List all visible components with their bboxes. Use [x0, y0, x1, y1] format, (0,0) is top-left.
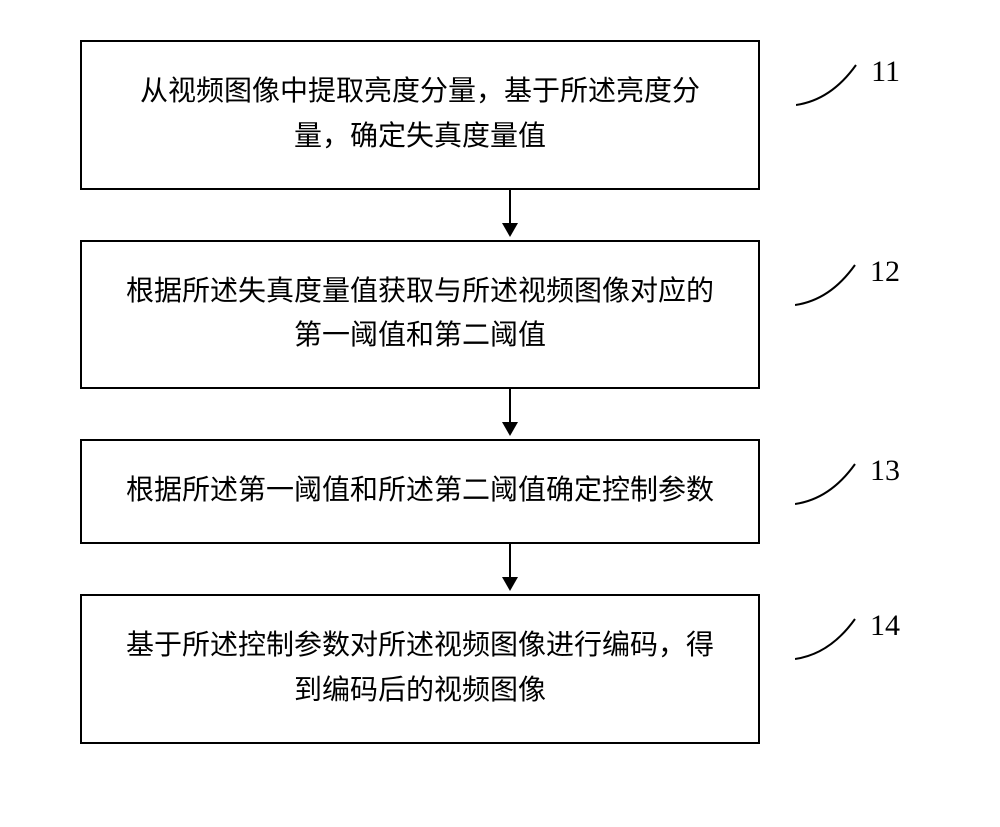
label-curve-2	[795, 260, 865, 310]
label-container-2: 12	[795, 260, 900, 310]
step-label-4: 14	[870, 609, 900, 643]
step-row-3: 根据所述第一阈值和所述第二阈值确定控制参数 13	[60, 439, 940, 544]
label-curve-1	[796, 60, 866, 110]
arrow-head-2	[502, 422, 518, 436]
arrow-2	[150, 389, 870, 439]
step-label-3: 13	[870, 454, 900, 488]
step-box-2: 根据所述失真度量值获取与所述视频图像对应的第一阈值和第二阈值	[80, 240, 760, 390]
label-curve-3	[795, 459, 865, 509]
arrow-head-1	[502, 223, 518, 237]
step-text-2: 根据所述失真度量值获取与所述视频图像对应的第一阈值和第二阈值	[126, 276, 714, 352]
arrow-1	[150, 190, 870, 240]
flowchart-container: 从视频图像中提取亮度分量，基于所述亮度分量，确定失真度量值 11 根据所述失真度…	[60, 40, 940, 744]
arrow-line-1	[509, 190, 511, 225]
arrow-head-3	[502, 577, 518, 591]
step-row-2: 根据所述失真度量值获取与所述视频图像对应的第一阈值和第二阈值 12	[60, 240, 940, 390]
step-text-4: 基于所述控制参数对所述视频图像进行编码，得到编码后的视频图像	[126, 630, 714, 706]
step-text-1: 从视频图像中提取亮度分量，基于所述亮度分量，确定失真度量值	[140, 76, 700, 152]
step-row-1: 从视频图像中提取亮度分量，基于所述亮度分量，确定失真度量值 11	[60, 40, 940, 190]
arrow-line-3	[509, 544, 511, 579]
arrow-line-2	[509, 389, 511, 424]
label-container-1: 11	[796, 60, 900, 110]
label-curve-4	[795, 614, 865, 664]
arrow-3	[150, 544, 870, 594]
step-row-4: 基于所述控制参数对所述视频图像进行编码，得到编码后的视频图像 14	[60, 594, 940, 744]
label-container-4: 14	[795, 614, 900, 664]
step-text-3: 根据所述第一阈值和所述第二阈值确定控制参数	[126, 475, 714, 506]
label-container-3: 13	[795, 459, 900, 509]
step-label-2: 12	[870, 255, 900, 289]
step-box-1: 从视频图像中提取亮度分量，基于所述亮度分量，确定失真度量值	[80, 40, 760, 190]
step-label-1: 11	[871, 55, 900, 89]
step-box-4: 基于所述控制参数对所述视频图像进行编码，得到编码后的视频图像	[80, 594, 760, 744]
step-box-3: 根据所述第一阈值和所述第二阈值确定控制参数	[80, 439, 760, 544]
